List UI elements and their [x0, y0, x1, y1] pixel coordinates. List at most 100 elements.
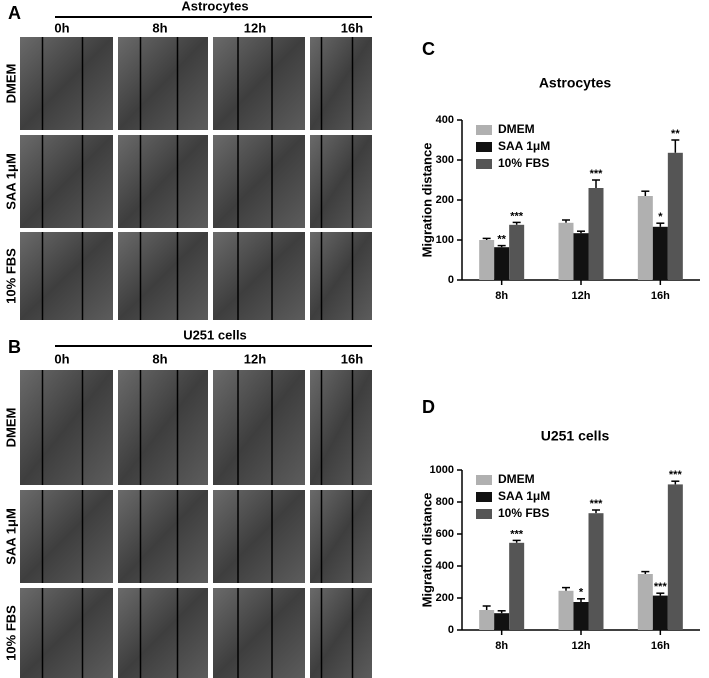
panel-letter: C [422, 39, 435, 59]
micrograph [20, 588, 113, 678]
legend-swatch [476, 125, 492, 135]
bar [652, 595, 668, 630]
x-tick-label: 12h [572, 640, 591, 652]
time-label: 16h [341, 20, 363, 35]
condition-label: 10% FBS [3, 605, 18, 661]
panel-letter: A [8, 3, 21, 23]
bar [588, 513, 604, 630]
significance: *** [669, 469, 683, 481]
significance: *** [510, 210, 524, 222]
micrograph [118, 37, 208, 130]
bar [652, 226, 668, 280]
time-label: 8h [152, 351, 167, 366]
micrograph [118, 490, 208, 583]
condition-label: SAA 1μM [3, 153, 18, 210]
condition-label: DMEM [3, 64, 18, 104]
bar [558, 590, 574, 630]
y-tick-label: 200 [436, 592, 454, 604]
bar [637, 574, 653, 630]
legend-label: 10% FBS [498, 506, 549, 520]
micrograph [310, 490, 372, 583]
time-label: 0h [54, 351, 69, 366]
legend-swatch [476, 509, 492, 519]
y-tick-label: 400 [436, 114, 454, 126]
x-tick-label: 8h [495, 290, 508, 302]
significance: * [658, 211, 663, 223]
panel-title: U251 cells [183, 327, 247, 342]
micrograph [310, 37, 372, 130]
bar [637, 196, 653, 280]
micrograph [20, 232, 113, 320]
bar [509, 224, 525, 280]
time-label: 0h [54, 20, 69, 35]
micrograph [213, 588, 305, 678]
micrograph [118, 232, 208, 320]
y-tick-label: 0 [448, 624, 454, 636]
significance: *** [510, 528, 524, 540]
micrograph [20, 135, 113, 228]
time-label: 8h [152, 20, 167, 35]
micrograph [310, 370, 372, 485]
y-tick-label: 800 [436, 496, 454, 508]
chart-title: Astrocytes [539, 75, 612, 91]
x-tick-label: 16h [651, 640, 670, 652]
micrograph [213, 490, 305, 583]
bar [588, 188, 604, 280]
significance: ** [671, 128, 680, 140]
micrograph [118, 135, 208, 228]
bar [494, 247, 510, 280]
panel-letter: B [8, 337, 21, 357]
bar [667, 152, 683, 280]
significance: *** [590, 168, 604, 180]
condition-label: DMEM [3, 408, 18, 448]
bar [479, 610, 495, 630]
bar [479, 240, 495, 280]
y-tick-label: 100 [436, 234, 454, 246]
legend-label: SAA 1μM [498, 489, 550, 503]
legend-swatch [476, 492, 492, 502]
significance: ** [497, 234, 506, 246]
panel-title: Astrocytes [181, 0, 248, 13]
micrograph [20, 490, 113, 583]
significance: *** [590, 498, 604, 510]
micrograph [310, 135, 372, 228]
bar [573, 602, 589, 630]
significance: * [579, 587, 584, 599]
micrograph [118, 370, 208, 485]
legend-label: DMEM [498, 122, 535, 136]
micrograph [213, 370, 305, 485]
legend-swatch [476, 142, 492, 152]
chart-title: U251 cells [541, 428, 610, 444]
time-label: 16h [341, 351, 363, 366]
y-tick-label: 0 [448, 274, 454, 286]
x-tick-label: 12h [572, 290, 591, 302]
y-tick-label: 1000 [430, 464, 454, 476]
micrograph [20, 37, 113, 130]
legend-label: DMEM [498, 472, 535, 486]
y-tick-label: 300 [436, 154, 454, 166]
micrograph [118, 588, 208, 678]
y-tick-label: 200 [436, 194, 454, 206]
condition-label: SAA 1μM [3, 508, 18, 565]
bar [494, 613, 510, 630]
micrograph [310, 232, 372, 320]
micrograph [213, 135, 305, 228]
significance: *** [654, 581, 668, 593]
time-label: 12h [244, 351, 266, 366]
time-label: 12h [244, 20, 266, 35]
legend-swatch [476, 475, 492, 485]
y-tick-label: 400 [436, 560, 454, 572]
micrograph [213, 232, 305, 320]
micrograph [310, 588, 372, 678]
y-tick-label: 600 [436, 528, 454, 540]
condition-label: 10% FBS [3, 248, 18, 304]
legend-label: SAA 1μM [498, 139, 550, 153]
panel-letter: D [422, 397, 435, 417]
x-tick-label: 8h [495, 640, 508, 652]
y-axis-label: Migration distance [419, 493, 434, 608]
micrograph [213, 37, 305, 130]
y-axis-label: Migration distance [419, 143, 434, 258]
bar [509, 542, 525, 630]
bar [558, 222, 574, 280]
